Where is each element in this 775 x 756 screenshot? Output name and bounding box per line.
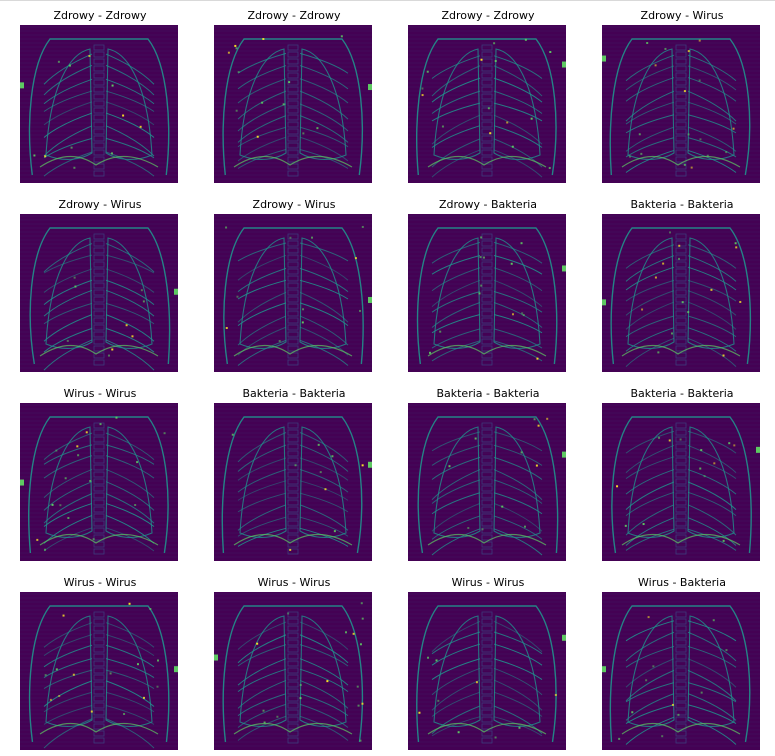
panel-3: Zdrowy - Zdrowy (408, 9, 598, 189)
panel-title: Bakteria - Bakteria (242, 387, 346, 400)
panel-7: Zdrowy - Bakteria (408, 198, 598, 378)
panel-title: Wirus - Bakteria (638, 576, 726, 589)
panel-10: Bakteria - Bakteria (214, 387, 404, 567)
panel-title: Bakteria - Bakteria (630, 198, 734, 211)
panel-14: Wirus - Wirus (214, 576, 404, 756)
panel-title: Bakteria - Bakteria (630, 387, 734, 400)
xray-image (408, 25, 566, 183)
panel-8: Bakteria - Bakteria (602, 198, 775, 378)
xray-image (214, 403, 372, 561)
xray-image (20, 25, 178, 183)
panel-15: Wirus - Wirus (408, 576, 598, 756)
panel-title: Wirus - Wirus (257, 576, 331, 589)
xray-image (214, 592, 372, 750)
panel-13: Wirus - Wirus (20, 576, 210, 756)
panel-9: Wirus - Wirus (20, 387, 210, 567)
panel-title: Bakteria - Bakteria (436, 387, 540, 400)
xray-image (602, 403, 760, 561)
panel-title: Wirus - Wirus (63, 387, 137, 400)
panel-title: Zdrowy - Wirus (58, 198, 142, 211)
xray-image (408, 592, 566, 750)
panel-16: Wirus - Bakteria (602, 576, 775, 756)
panel-12: Bakteria - Bakteria (602, 387, 775, 567)
xray-image (214, 214, 372, 372)
panel-6: Zdrowy - Wirus (214, 198, 404, 378)
xray-image (602, 214, 760, 372)
xray-image (20, 403, 178, 561)
xray-image (408, 214, 566, 372)
panel-1: Zdrowy - Zdrowy (20, 9, 210, 189)
panel-title: Zdrowy - Zdrowy (441, 9, 535, 22)
xray-image (214, 25, 372, 183)
panel-4: Zdrowy - Wirus (602, 9, 775, 189)
xray-image (20, 592, 178, 750)
panel-title: Wirus - Wirus (451, 576, 525, 589)
panel-title: Zdrowy - Bakteria (438, 198, 538, 211)
xray-image (602, 592, 760, 750)
panel-title: Zdrowy - Zdrowy (53, 9, 147, 22)
panel-title: Zdrowy - Wirus (252, 198, 336, 211)
panel-11: Bakteria - Bakteria (408, 387, 598, 567)
xray-image (408, 403, 566, 561)
xray-image (602, 25, 760, 183)
panel-title: Wirus - Wirus (63, 576, 137, 589)
panel-title: Zdrowy - Wirus (640, 9, 724, 22)
panel-title: Zdrowy - Zdrowy (247, 9, 341, 22)
panel-2: Zdrowy - Zdrowy (214, 9, 404, 189)
top-divider (0, 0, 775, 1)
xray-image (20, 214, 178, 372)
panel-5: Zdrowy - Wirus (20, 198, 210, 378)
